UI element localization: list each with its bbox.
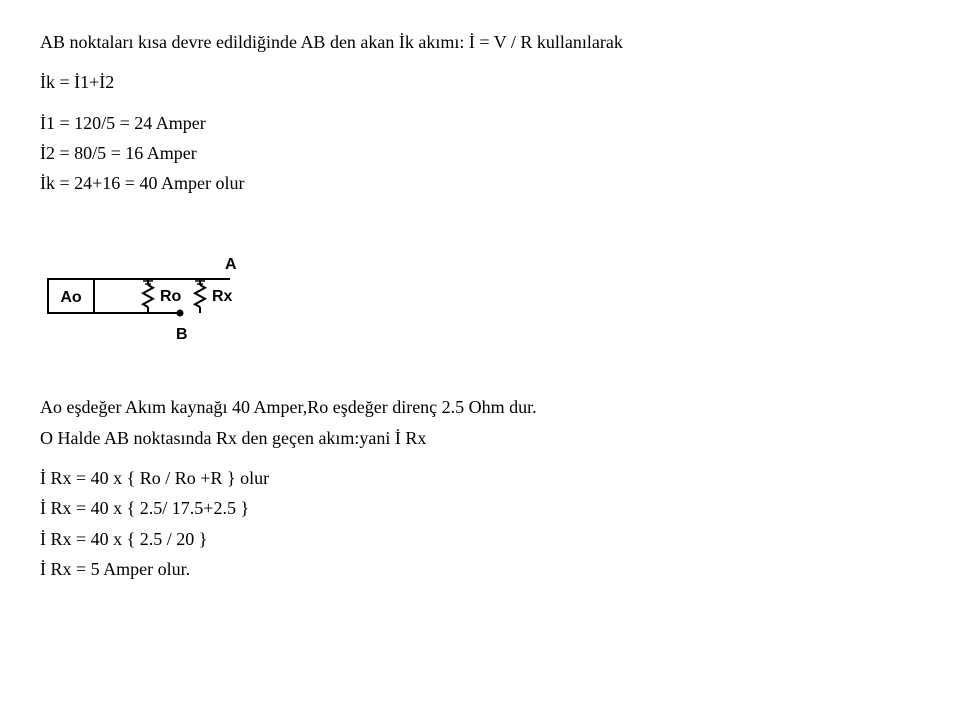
- svg-text:B: B: [176, 326, 188, 343]
- svg-text:Ro: Ro: [160, 288, 182, 305]
- line-2: İk = İ1+İ2: [40, 70, 920, 94]
- line-3: İ1 = 120/5 = 24 Amper: [40, 111, 920, 135]
- line-1: AB noktaları kısa devre edildiğinde AB d…: [40, 30, 920, 54]
- line-10: İ Rx = 40 x { 2.5 / 20 }: [40, 527, 920, 551]
- line-9: İ Rx = 40 x { 2.5/ 17.5+2.5 }: [40, 496, 920, 520]
- line-11: İ Rx = 5 Amper olur.: [40, 557, 920, 581]
- svg-text:A: A: [225, 256, 237, 273]
- line-4: İ2 = 80/5 = 16 Amper: [40, 141, 920, 165]
- line-7: O Halde AB noktasında Rx den geçen akım:…: [40, 426, 920, 450]
- svg-text:Rx: Rx: [212, 288, 233, 305]
- circuit-diagram: Ao Ro Rx A B: [40, 225, 920, 365]
- line-6: Ao eşdeğer Akım kaynağı 40 Amper,Ro eşde…: [40, 395, 920, 419]
- svg-text:Ao: Ao: [60, 289, 82, 306]
- line-8: İ Rx = 40 x { Ro / Ro +R } olur: [40, 466, 920, 490]
- line-5: İk = 24+16 = 40 Amper olur: [40, 171, 920, 195]
